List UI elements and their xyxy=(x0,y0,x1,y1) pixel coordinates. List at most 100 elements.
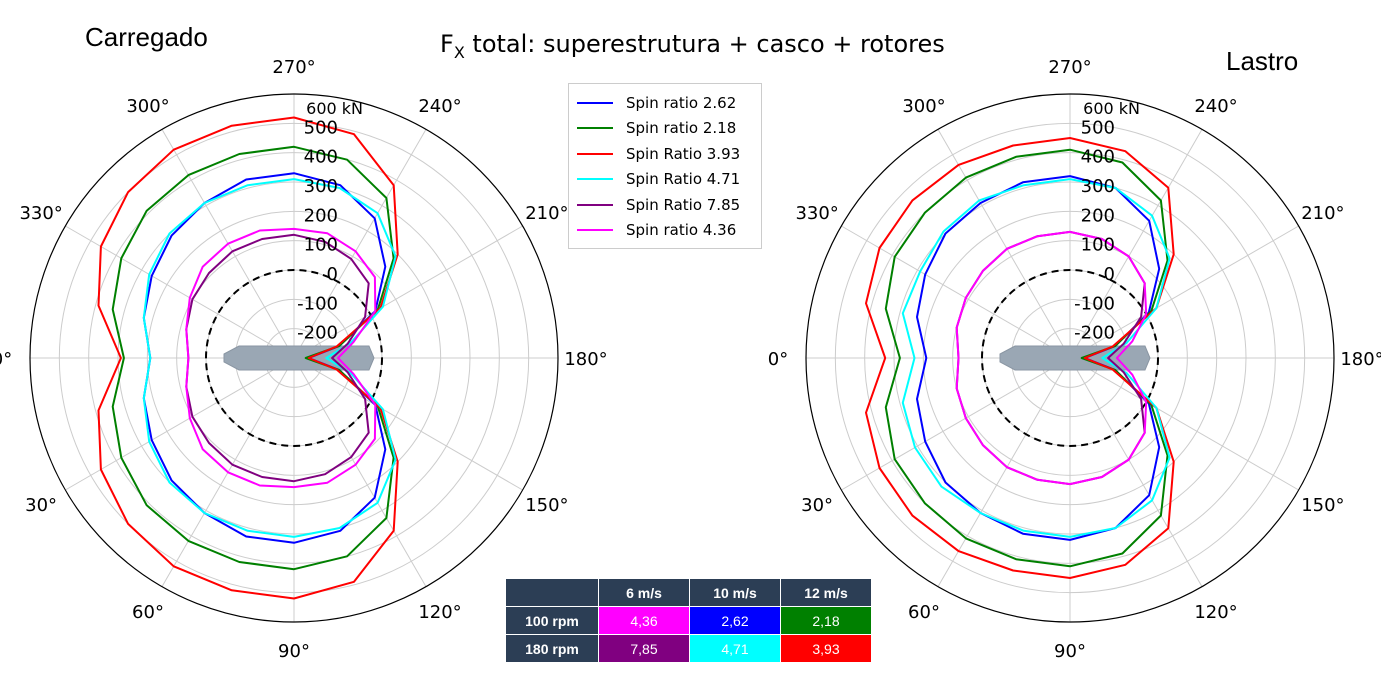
series-line xyxy=(185,233,370,483)
legend-item: Spin Ratio 7.85 xyxy=(577,192,761,218)
angle-label: 180° xyxy=(1340,349,1381,370)
table-header-12ms: 12 m/s xyxy=(780,578,872,607)
table-cell: 3,93 xyxy=(780,634,872,663)
grid-spoke xyxy=(293,225,523,359)
table-cell: 2,62 xyxy=(689,606,781,635)
table-header-10ms: 10 m/s xyxy=(689,578,781,607)
series-line xyxy=(111,145,395,571)
table-row: 100 rpm 4,36 2,62 2,18 xyxy=(505,606,872,635)
series-line xyxy=(865,137,1175,579)
table-row: 180 rpm 7,85 4,71 3,93 xyxy=(505,634,872,663)
legend-label: Spin ratio 2.62 xyxy=(626,93,737,112)
legend-item: Spin Ratio 4.71 xyxy=(577,167,761,193)
angle-label: 120° xyxy=(418,602,461,623)
radial-unit-label: 600 kN xyxy=(306,99,363,118)
table-cell: 4,71 xyxy=(689,634,781,663)
zero-reference-circle xyxy=(981,269,1159,447)
angle-label: 210° xyxy=(1301,203,1344,224)
grid-spoke xyxy=(293,129,427,359)
grid-spoke xyxy=(1069,357,1299,491)
angle-label: 150° xyxy=(1301,495,1344,516)
legend-label: Spin Ratio 7.85 xyxy=(626,195,741,214)
radial-tick-label: -100 xyxy=(297,293,338,314)
radial-tick-label: 500 xyxy=(1081,117,1115,138)
series-line xyxy=(97,116,399,600)
radial-tick-label: 300 xyxy=(304,176,338,197)
table-row-label: 180 rpm xyxy=(505,634,599,663)
legend-label: Spin ratio 4.36 xyxy=(626,221,737,240)
title-prefix: F xyxy=(440,30,454,58)
legend-swatch xyxy=(577,178,613,181)
polar-chart-lastro: 500 400 300 200 100 0 -100 -200 600 kN 0° 30° 60° 90… xyxy=(768,57,1381,662)
angle-label: 300° xyxy=(126,96,169,117)
series-line xyxy=(185,227,377,489)
radial-unit-label: 600 kN xyxy=(1083,99,1140,118)
angle-label: 270° xyxy=(1048,57,1091,78)
radial-tick-label: 100 xyxy=(1081,235,1115,256)
grid-spoke xyxy=(1069,129,1203,359)
table-header-6ms: 6 m/s xyxy=(598,578,690,607)
radial-tick-label: 400 xyxy=(304,147,338,168)
grid-spoke xyxy=(293,357,523,491)
angle-label: 0° xyxy=(768,349,788,370)
table-header-row: 6 m/s 10 m/s 12 m/s xyxy=(505,578,872,607)
angle-label: 150° xyxy=(525,495,568,516)
legend-label: Spin Ratio 3.93 xyxy=(626,144,741,163)
radial-tick-label: 400 xyxy=(1081,147,1115,168)
angle-label: 270° xyxy=(272,57,315,78)
angle-label: 0° xyxy=(0,349,12,370)
spin-ratio-table: 6 m/s 10 m/s 12 m/s 100 rpm 4,36 2,62 2,… xyxy=(505,578,872,663)
angle-label: 240° xyxy=(1194,96,1237,117)
angle-label: 330° xyxy=(795,203,838,224)
grid-spoke xyxy=(1069,357,1203,587)
polar-chart-carregado: 500 400 300 200 100 0 -100 -200 600 kN 0° 30° 60° 90… xyxy=(0,57,608,662)
chart-title-lastro: Lastro xyxy=(1226,46,1299,76)
series-line xyxy=(884,148,1169,568)
table-cell: 2,18 xyxy=(780,606,872,635)
table-cell: 4,36 xyxy=(598,606,690,635)
radial-tick-label: -200 xyxy=(1074,323,1115,344)
angle-label: 90° xyxy=(1054,641,1086,662)
radial-tick-label: 200 xyxy=(1081,205,1115,226)
legend-swatch xyxy=(577,203,613,206)
radial-tick-label: 200 xyxy=(304,205,338,226)
legend-swatch xyxy=(577,152,613,155)
angle-label: 330° xyxy=(19,203,62,224)
angle-label: 180° xyxy=(564,349,607,370)
legend-swatch xyxy=(577,101,613,104)
ship-silhouette-icon xyxy=(223,345,375,371)
grid-spoke xyxy=(293,357,427,587)
legend-item: Spin ratio 2.62 xyxy=(577,90,761,116)
legend-label: Spin Ratio 4.71 xyxy=(626,170,741,189)
grid-spoke xyxy=(937,129,1071,359)
angle-label: 210° xyxy=(525,203,568,224)
angle-label: 90° xyxy=(278,641,310,662)
chart-title-carregado: Carregado xyxy=(85,22,208,52)
outer-circle xyxy=(29,93,559,623)
legend-item: Spin ratio 2.18 xyxy=(577,116,761,142)
angle-label: 60° xyxy=(132,602,164,623)
radial-tick-label: 0 xyxy=(327,264,338,285)
zero-reference-circle xyxy=(205,269,383,447)
angle-label: 30° xyxy=(25,495,57,516)
grid-spoke xyxy=(65,225,295,359)
legend-swatch xyxy=(577,127,613,130)
angle-label: 300° xyxy=(902,96,945,117)
radial-tick-label: 100 xyxy=(304,235,338,256)
series-line xyxy=(901,178,1171,538)
angle-label: 30° xyxy=(801,495,833,516)
legend-item: Spin Ratio 3.93 xyxy=(577,141,761,167)
outer-circle xyxy=(805,93,1335,623)
grid-spoke xyxy=(1069,225,1299,359)
grid-spoke xyxy=(65,357,295,491)
radial-tick-label: 500 xyxy=(304,117,338,138)
legend-item: Spin ratio 4.36 xyxy=(577,218,761,244)
ship-silhouette-icon xyxy=(999,345,1151,371)
title-rest: total: superestrutura + casco + rotores xyxy=(464,30,945,58)
series-line xyxy=(142,178,397,538)
table-cell: 7,85 xyxy=(598,634,690,663)
series-line xyxy=(955,230,1148,486)
radial-tick-label: 300 xyxy=(1081,176,1115,197)
legend: Spin ratio 2.62 Spin ratio 2.18 Spin Ratio… xyxy=(568,83,762,249)
angle-label: 60° xyxy=(908,602,940,623)
